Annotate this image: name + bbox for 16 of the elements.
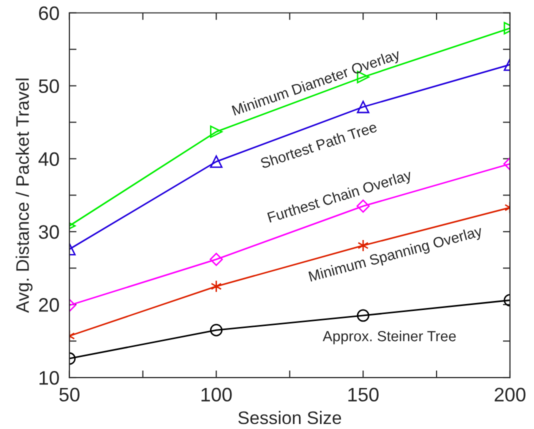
y-tick-label: 50 <box>38 79 59 94</box>
y-tick-label: 10 <box>40 370 59 385</box>
text: Shortest Path Tree <box>260 121 378 169</box>
x-tick-label: 200 <box>494 388 526 402</box>
x-axis-title: Session Size <box>238 410 342 424</box>
y-tick-label: 60 <box>39 6 59 20</box>
text: Furthest Chain Overlay <box>267 168 414 226</box>
y-axis-title: Avg. Distance / Packet Travel <box>16 78 33 313</box>
series-label: Approx. Steiner Tree <box>322 330 456 344</box>
y-tick-label: 40 <box>38 152 59 166</box>
text: Minimum Spanning Overlay <box>308 225 484 284</box>
y-tick-label: 20 <box>39 298 59 312</box>
x-tick-label: 50 <box>59 388 80 402</box>
x-tick-label: 100 <box>202 388 232 402</box>
y-tick-label: 30 <box>38 225 59 239</box>
x-tick-label: 150 <box>348 388 379 402</box>
